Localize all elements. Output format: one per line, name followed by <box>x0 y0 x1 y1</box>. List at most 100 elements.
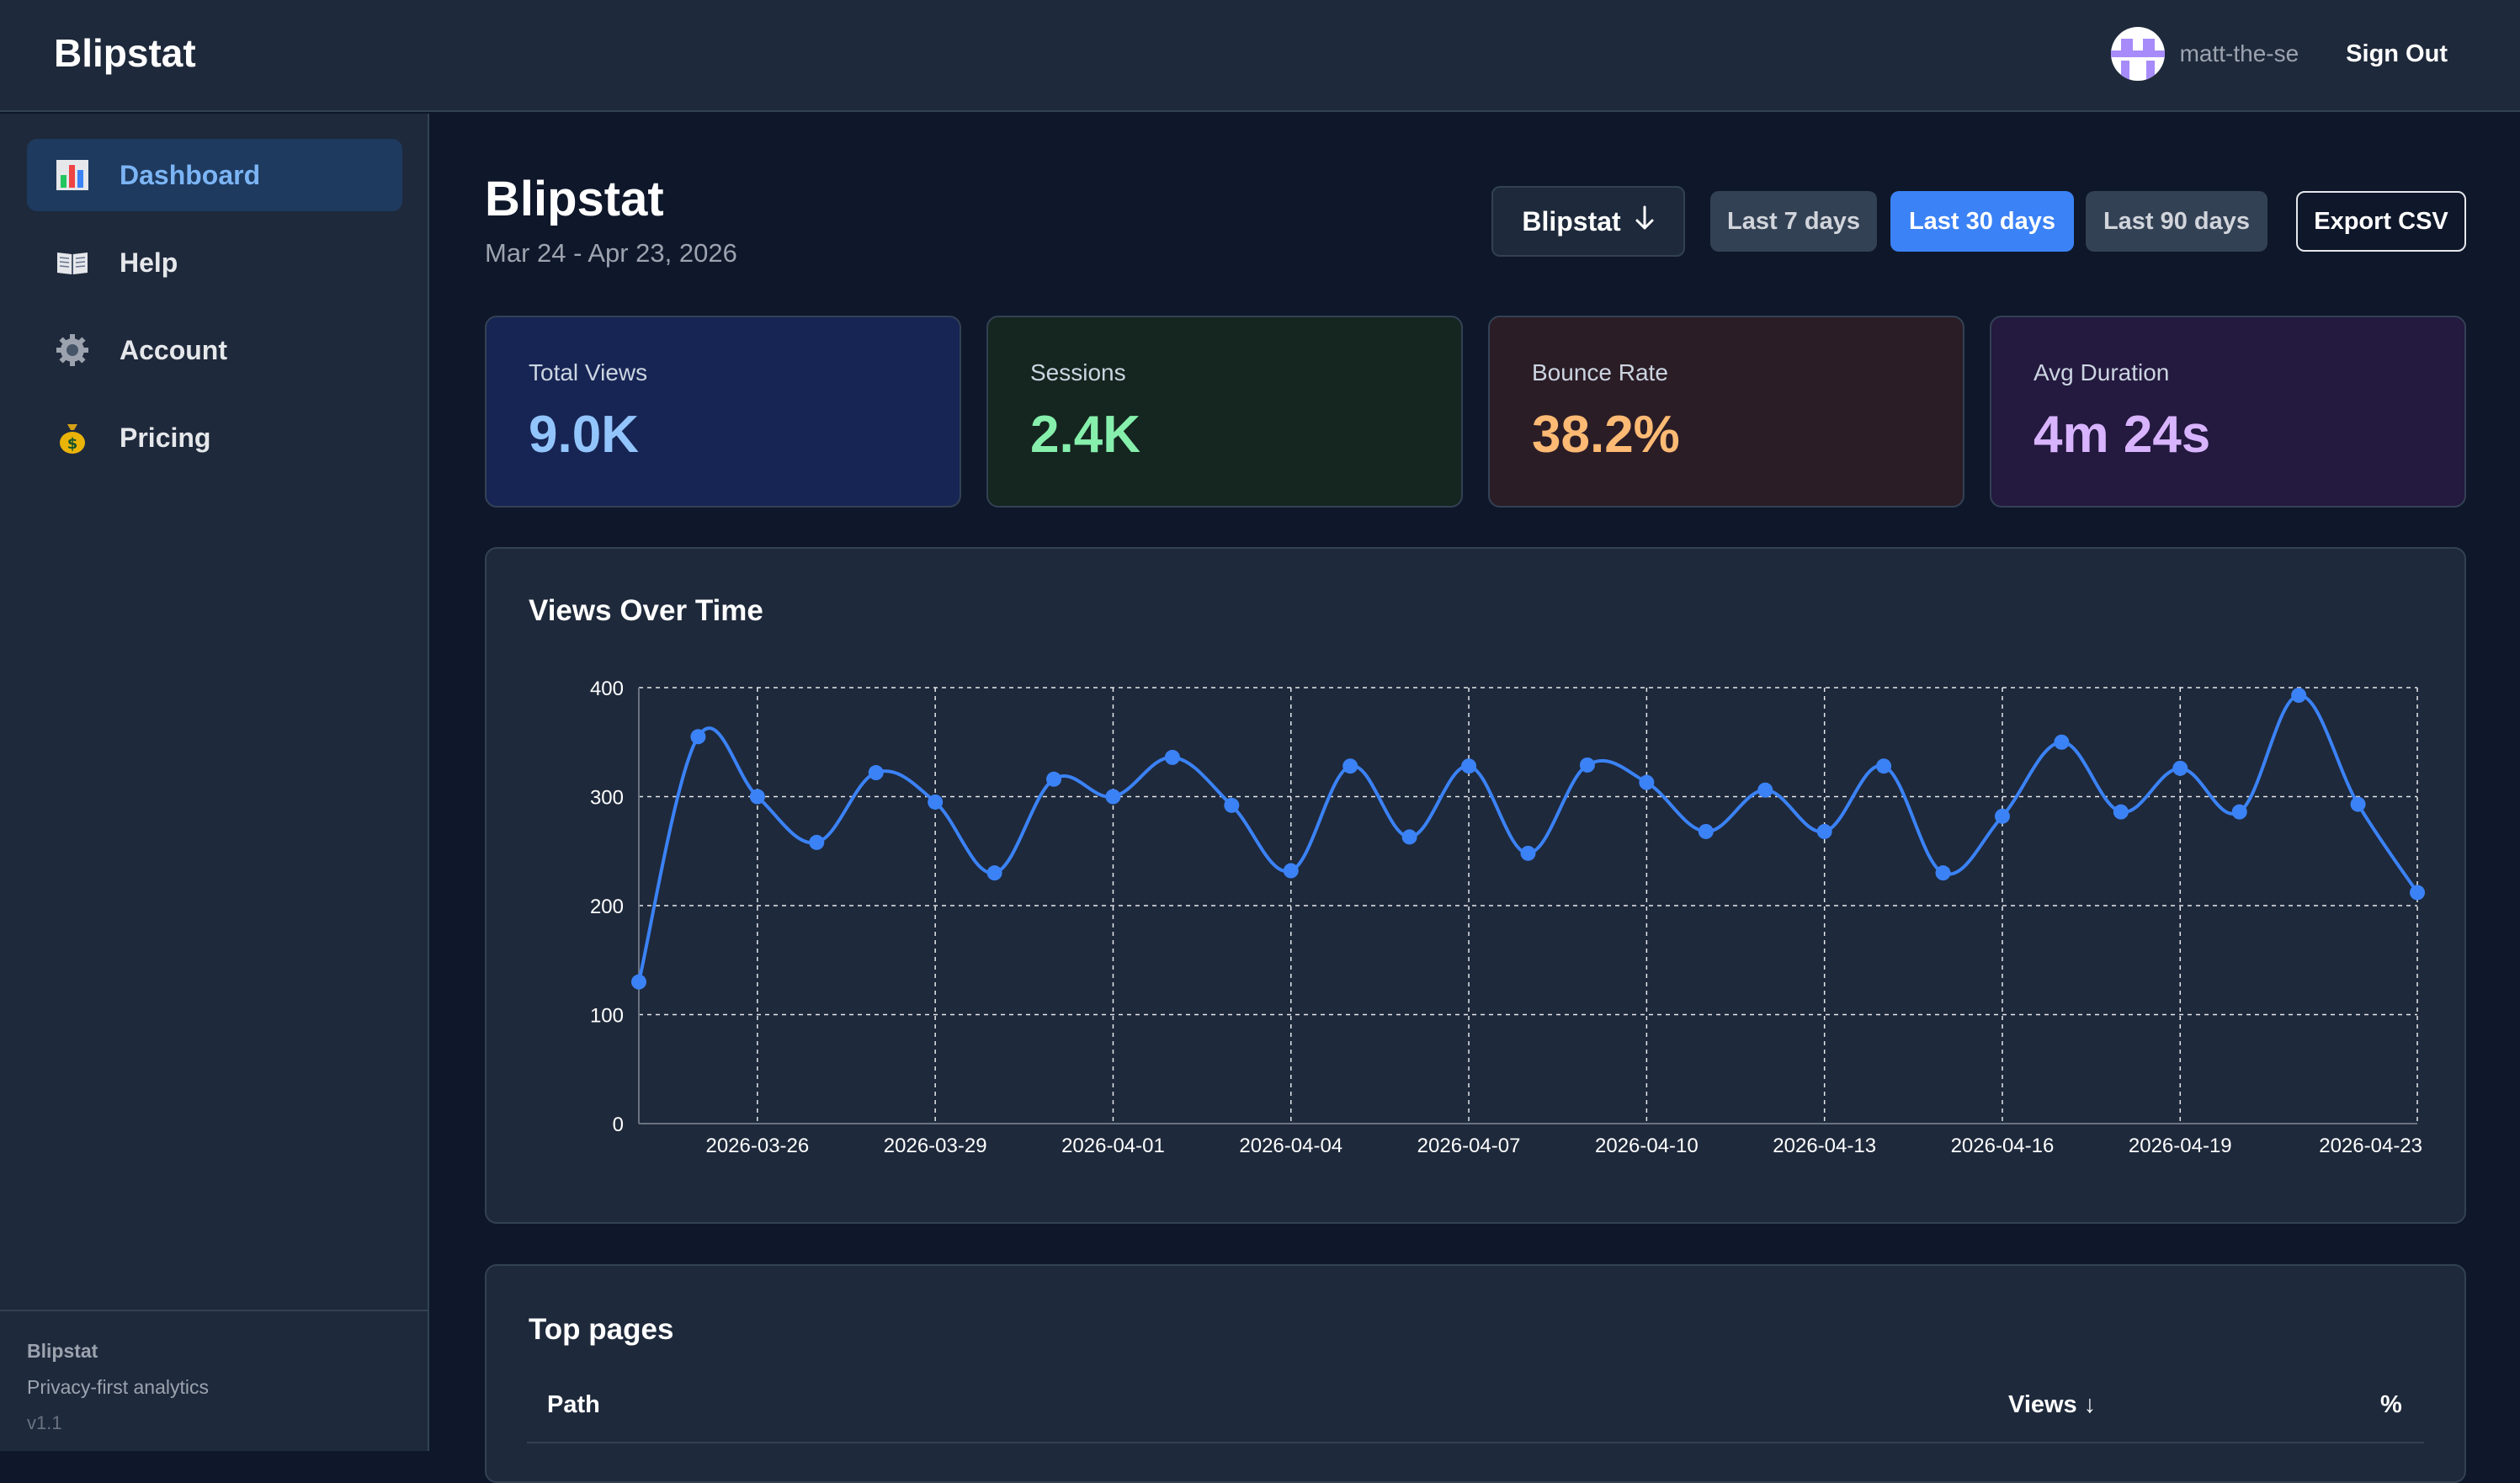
top-pages-panel: Top pages <box>485 1264 2466 1483</box>
data-point <box>986 865 1002 881</box>
stat-label: Bounce Rate <box>1532 359 1668 385</box>
stat-label: Sessions <box>1030 359 1126 385</box>
footer-tagline: Privacy-first analytics <box>27 1376 209 1398</box>
table-header-divider <box>527 1442 2424 1443</box>
site-select-label: Blipstat <box>1522 205 1621 237</box>
data-point <box>868 765 884 781</box>
data-point <box>2291 688 2307 704</box>
stat-value: 9.0K <box>529 406 639 464</box>
x-tick-label: 2026-03-29 <box>884 1135 987 1157</box>
stat-card-sessions: Sessions 2.4K <box>986 316 1463 508</box>
column-header-views[interactable]: Views ↓ <box>2008 1391 2097 1418</box>
x-tick-label: 2026-04-16 <box>1951 1135 2055 1157</box>
sidebar-item-dashboard[interactable]: Dashboard <box>27 139 402 211</box>
stat-card-bounce-rate: Bounce Rate 38.2% <box>1488 316 1964 508</box>
column-header-percent[interactable]: % <box>2380 1391 2402 1418</box>
book-icon <box>56 246 89 279</box>
data-point <box>1461 758 1477 774</box>
bar-chart-icon <box>56 158 89 192</box>
stat-value: 4m 24s <box>2034 406 2211 464</box>
y-tick-label: 100 <box>590 1005 624 1028</box>
data-point <box>1757 782 1773 798</box>
data-point <box>1283 863 1299 879</box>
range-90-days-button[interactable]: Last 90 days <box>2086 191 2267 252</box>
sidebar-item-account[interactable]: Account <box>27 314 402 386</box>
stat-value: 2.4K <box>1030 406 1140 464</box>
data-point <box>1994 808 2010 824</box>
export-csv-button[interactable]: Export CSV <box>2296 191 2466 252</box>
stat-value: 38.2% <box>1532 406 1680 464</box>
data-point <box>2113 804 2129 820</box>
views-line-chart: 0 100 200 300 400 2026-03-26 2026-03-29 2026-04… <box>590 678 2425 1157</box>
chart-title: Views Over Time <box>529 594 763 627</box>
data-point <box>1105 789 1121 805</box>
data-point <box>2410 885 2425 901</box>
data-point <box>1224 797 1240 813</box>
sidebar-item-help[interactable]: Help <box>27 226 402 299</box>
money-bag-icon: $ <box>56 421 89 454</box>
x-tick-label: 2026-03-26 <box>705 1135 809 1157</box>
data-point <box>1046 771 1062 787</box>
sidebar-item-label: Pricing <box>120 422 211 453</box>
data-point <box>928 794 944 810</box>
sign-out-button[interactable]: Sign Out <box>2346 40 2448 67</box>
footer-version: v1.1 <box>27 1412 62 1433</box>
stat-label: Total Views <box>529 359 648 385</box>
data-point <box>1876 758 1892 774</box>
y-tick-label: 200 <box>590 896 624 918</box>
data-point <box>809 834 825 850</box>
data-point <box>1164 749 1180 765</box>
data-point <box>1342 758 1358 774</box>
avatar[interactable] <box>2110 27 2165 81</box>
top-pages-title: Top pages <box>529 1313 674 1346</box>
page-title: Blipstat <box>485 172 664 226</box>
data-point <box>1935 865 1951 881</box>
series-line <box>637 694 2419 983</box>
data-point <box>2231 804 2247 820</box>
data-point <box>2172 760 2188 776</box>
footer-brand: Blipstat <box>27 1340 98 1362</box>
sidebar-item-pricing[interactable]: $ Pricing <box>27 401 402 474</box>
y-tick-label: 0 <box>613 1114 624 1136</box>
brand-logo[interactable]: Blipstat <box>54 31 196 75</box>
chart-panel: Views Over Time 0 100 200 300 400 2026-03-26 2… <box>485 547 2466 1224</box>
x-tick-label: 2026-04-01 <box>1061 1135 1165 1157</box>
x-tick-label: 2026-04-19 <box>2129 1135 2232 1157</box>
date-range: Mar 24 - Apr 23, 2026 <box>485 238 737 268</box>
y-tick-label: 400 <box>590 678 624 700</box>
data-point <box>1639 774 1655 790</box>
range-7-days-button[interactable]: Last 7 days <box>1710 191 1877 252</box>
range-30-days-button[interactable]: Last 30 days <box>1890 191 2074 252</box>
sidebar-item-label: Dashboard <box>120 159 261 190</box>
site-select[interactable]: Blipstat <box>1491 186 1685 257</box>
data-point <box>1579 757 1595 773</box>
x-tick-label: 2026-04-04 <box>1239 1135 1342 1157</box>
data-point <box>1816 823 1832 839</box>
sidebar: Dashboard Help Account $ Pricing Blipsta… <box>0 114 429 1451</box>
data-point <box>749 789 765 805</box>
user-menu: matt-the-se Sign Out <box>2110 27 2448 81</box>
x-tick-label: 2026-04-13 <box>1773 1135 1876 1157</box>
data-point <box>690 729 706 745</box>
stat-card-total-views: Total Views 9.0K <box>485 316 961 508</box>
svg-text:$: $ <box>67 435 78 453</box>
x-tick-label: 2026-04-07 <box>1417 1135 1521 1157</box>
sidebar-item-label: Help <box>120 247 178 278</box>
gear-icon <box>56 333 89 367</box>
stat-label: Avg Duration <box>2034 359 2170 385</box>
y-tick-label: 300 <box>590 787 624 810</box>
username: matt-the-se <box>2179 40 2299 66</box>
main-content: Blipstat Mar 24 - Apr 23, 2026 Blipstat … <box>431 114 2520 1483</box>
x-tick-label: 2026-04-23 <box>2319 1135 2422 1157</box>
column-header-path[interactable]: Path <box>547 1391 600 1418</box>
data-point <box>1520 845 1536 861</box>
data-point <box>2054 734 2070 750</box>
data-point <box>631 974 646 990</box>
x-tick-label: 2026-04-10 <box>1595 1135 1699 1157</box>
data-point <box>1401 829 1417 845</box>
arrow-down-icon <box>1635 205 1655 237</box>
sidebar-item-label: Account <box>120 334 227 365</box>
sidebar-footer: Blipstat Privacy-first analytics v1.1 <box>0 1310 428 1451</box>
data-point <box>2350 796 2366 812</box>
top-bar: Blipstat matt-the-se Sign Out <box>0 0 2520 112</box>
